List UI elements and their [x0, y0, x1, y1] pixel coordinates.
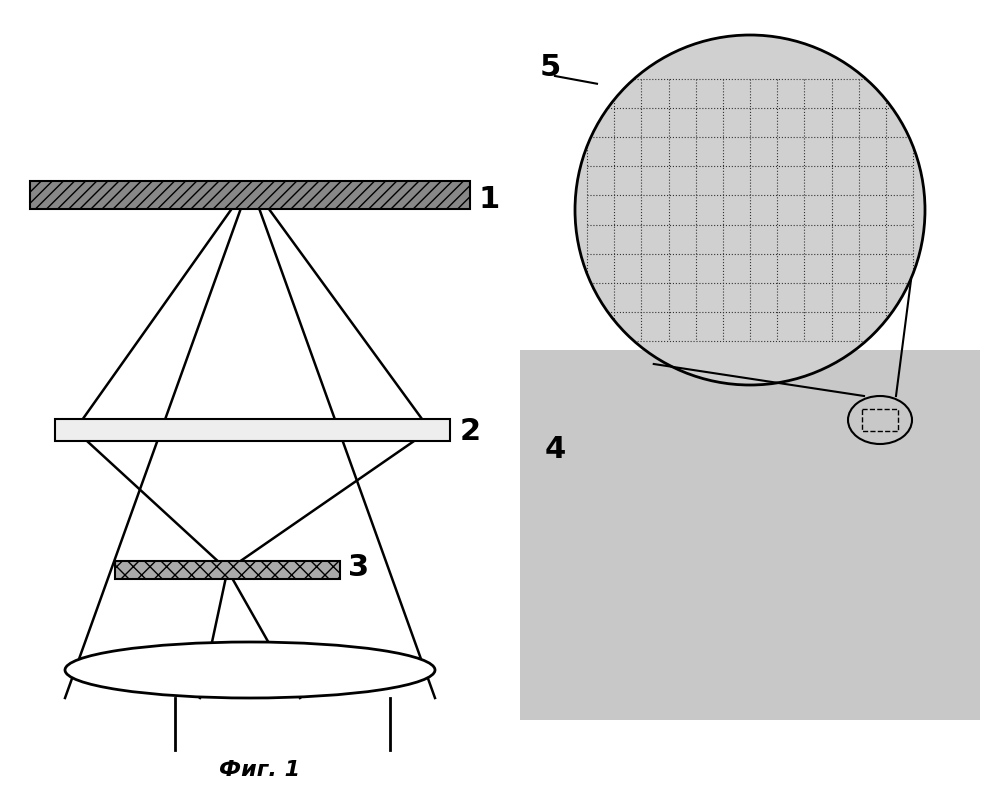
Bar [30, 181, 470, 209]
Text: 1: 1 [478, 185, 500, 215]
Bar [520, 350, 980, 720]
Text: 3: 3 [348, 554, 369, 582]
Bar [862, 409, 897, 431]
Ellipse shape [65, 642, 435, 698]
Circle shape [575, 35, 925, 385]
Text: 4: 4 [545, 436, 566, 464]
Text: 2: 2 [460, 417, 482, 447]
Bar [115, 561, 340, 579]
Text: 5: 5 [540, 54, 561, 82]
Bar [55, 419, 450, 441]
Text: Фиг. 1: Фиг. 1 [220, 760, 301, 780]
